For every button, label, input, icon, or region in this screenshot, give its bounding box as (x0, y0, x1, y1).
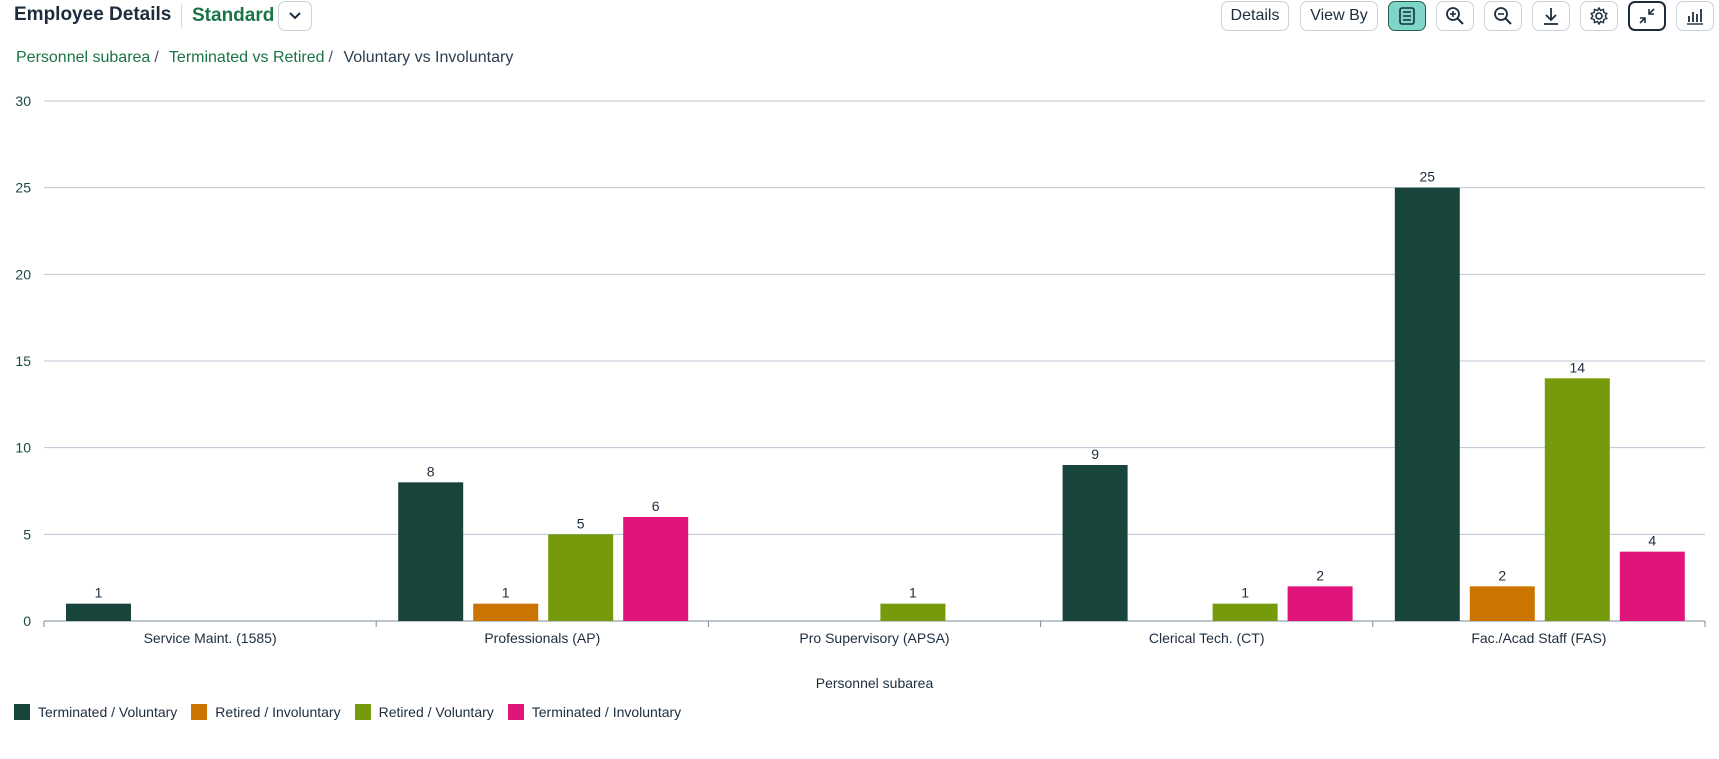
y-tick-label: 15 (15, 353, 31, 369)
x-axis-title: Personnel subarea (816, 675, 934, 691)
variant-dropdown-button[interactable] (278, 1, 312, 31)
title-divider (181, 4, 182, 28)
legend-swatch (14, 704, 30, 720)
bar-terminated-voluntary-4 (1394, 187, 1460, 621)
data-label: 1 (95, 585, 103, 601)
x-tick-label: Pro Supervisory (APSA) (799, 630, 949, 646)
data-label: 5 (577, 515, 585, 531)
bar-terminated-involuntary-1 (623, 517, 689, 621)
data-label: 25 (1420, 169, 1436, 185)
breadcrumb-separator: / (328, 49, 333, 66)
breadcrumb: Personnel subarea / Terminated vs Retired… (16, 49, 513, 67)
breadcrumb-separator: / (154, 49, 159, 66)
chart-legend: Terminated / Voluntary Retired / Involunt… (14, 704, 695, 720)
data-label: 9 (1091, 446, 1099, 462)
chevron-down-icon (289, 12, 301, 20)
page-title: Employee Details (14, 4, 172, 25)
bar-retired-voluntary-4 (1544, 378, 1610, 621)
view-by-button[interactable]: View By (1300, 1, 1378, 31)
legend-item[interactable]: Retired / Voluntary (354, 704, 494, 720)
legend-item[interactable]: Terminated / Involuntary (507, 704, 682, 720)
legend-label: Terminated / Voluntary (38, 704, 178, 720)
data-label: 2 (1498, 567, 1506, 583)
breadcrumb-current: Voluntary vs Involuntary (343, 49, 514, 66)
data-label: 6 (652, 498, 660, 514)
bar-terminated-voluntary-0 (66, 603, 131, 621)
bar-retired-voluntary-2 (880, 603, 946, 621)
legend-label: Terminated / Involuntary (531, 704, 682, 720)
zoom-out-button[interactable] (1484, 1, 1522, 31)
bar-retired-involuntary-4 (1469, 586, 1535, 621)
table-view-button[interactable] (1388, 1, 1426, 31)
data-label: 1 (1241, 585, 1249, 601)
y-tick-label: 5 (23, 526, 31, 542)
bar-retired-voluntary-1 (548, 534, 614, 621)
exit-fullscreen-icon (1639, 8, 1655, 24)
data-label: 1 (502, 585, 510, 601)
legend-item[interactable]: Retired / Involuntary (191, 704, 341, 720)
chart-type-button[interactable] (1676, 1, 1714, 31)
data-label: 8 (427, 463, 435, 479)
variant-label[interactable]: Standard (192, 5, 275, 26)
bar-chart-icon (1687, 9, 1703, 25)
settings-button[interactable] (1580, 1, 1618, 31)
legend-swatch (507, 704, 524, 720)
bar-terminated-voluntary-1 (398, 482, 464, 621)
bar-retired-voluntary-3 (1212, 603, 1278, 621)
bar-retired-involuntary-1 (473, 603, 539, 621)
x-tick-label: Clerical Tech. (CT) (1149, 630, 1265, 646)
zoom-in-button[interactable] (1436, 1, 1474, 31)
bar-terminated-voluntary-3 (1062, 465, 1128, 621)
data-label: 4 (1648, 533, 1656, 549)
legend-swatch (191, 704, 208, 720)
table-list-icon (1399, 7, 1415, 25)
data-label: 2 (1316, 567, 1324, 583)
legend-label: Retired / Voluntary (378, 704, 494, 720)
y-tick-label: 20 (15, 266, 31, 282)
data-label: 14 (1570, 359, 1586, 375)
gear-icon (1590, 6, 1608, 26)
breadcrumb-link-personnel-subarea[interactable]: Personnel subarea (16, 49, 151, 66)
legend-swatch (354, 704, 371, 720)
download-button[interactable] (1532, 1, 1570, 31)
bar-terminated-involuntary-3 (1287, 586, 1353, 621)
zoom-in-icon (1446, 7, 1464, 25)
zoom-out-icon (1494, 7, 1512, 25)
y-tick-label: 30 (15, 93, 31, 109)
bar-terminated-involuntary-4 (1619, 551, 1685, 621)
y-tick-label: 25 (15, 180, 31, 196)
breadcrumb-link-terminated-vs-retired[interactable]: Terminated vs Retired (168, 49, 325, 66)
data-label: 1 (909, 585, 917, 601)
x-tick-label: Professionals (AP) (484, 630, 600, 646)
download-icon (1544, 8, 1558, 25)
details-button[interactable]: Details (1221, 1, 1289, 31)
header: Employee Details Standard Details View B… (0, 0, 1719, 34)
x-tick-label: Service Maint. (1585) (144, 630, 277, 646)
y-tick-label: 10 (15, 440, 31, 456)
y-tick-label: 0 (23, 613, 31, 629)
legend-item[interactable]: Terminated / Voluntary (14, 704, 177, 720)
exit-fullscreen-button[interactable] (1628, 1, 1666, 31)
legend-label: Retired / Involuntary (215, 704, 341, 720)
x-tick-label: Fac./Acad Staff (FAS) (1471, 630, 1606, 646)
